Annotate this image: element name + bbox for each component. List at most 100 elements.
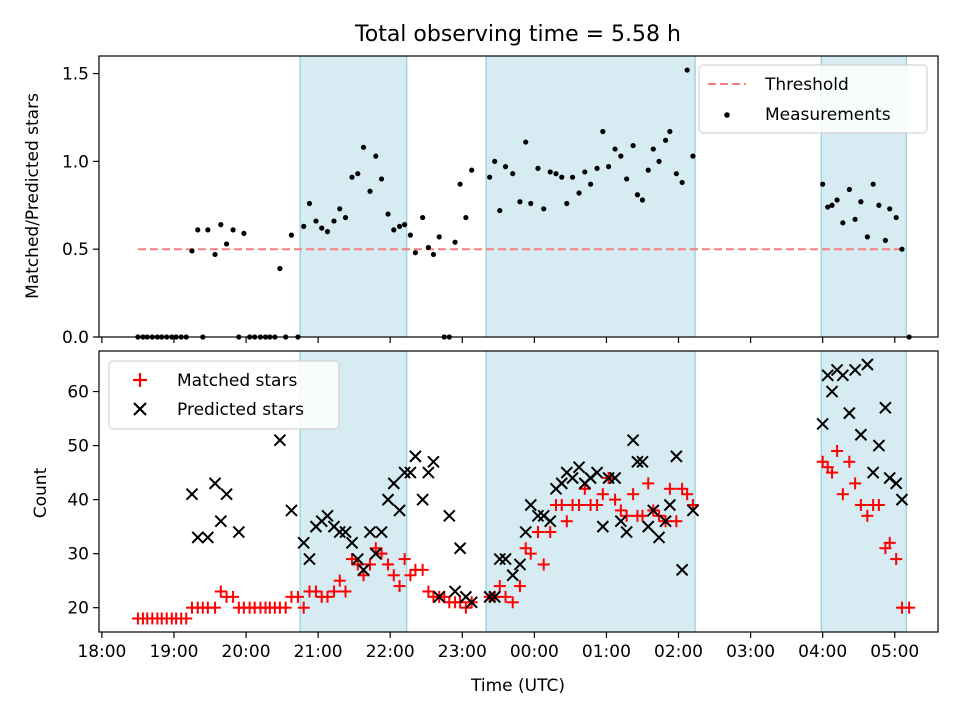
- legend-predicted-swatch: [133, 402, 147, 416]
- x-tick-label: 18:00: [77, 642, 126, 662]
- measurement-point: [407, 232, 413, 238]
- shaded-interval: [299, 55, 408, 338]
- predicted-star-point: [191, 531, 204, 544]
- measurement-point: [656, 158, 662, 164]
- measurement-point: [425, 244, 432, 251]
- measurement-point: [600, 128, 606, 135]
- measurement-point: [679, 179, 685, 186]
- measurement-point: [373, 153, 379, 159]
- predicted-star-point: [185, 487, 199, 501]
- y-tick-label: 0.5: [62, 240, 89, 260]
- measurement-point: [864, 234, 870, 240]
- matched-star-point: [861, 509, 874, 522]
- predicted-star-point: [214, 515, 228, 528]
- predicted-star-point: [398, 466, 411, 479]
- measurement-point: [349, 174, 355, 180]
- legend-measurements-label: Measurements: [765, 105, 891, 125]
- measurement-point: [313, 218, 319, 224]
- matched-star-point: [537, 558, 550, 571]
- matched-star-point: [291, 590, 304, 603]
- matched-star-point: [339, 585, 352, 598]
- measurement-point: [517, 199, 523, 205]
- measurement-point: [523, 139, 529, 145]
- predicted-star-point: [825, 385, 839, 398]
- predicted-star-point: [409, 450, 422, 463]
- legend-matched-swatch: [133, 373, 147, 387]
- matched-star-point: [180, 612, 193, 625]
- y-tick-label: 0.0: [62, 328, 89, 348]
- matched-star-point: [890, 553, 903, 566]
- predicted-star-point: [620, 525, 633, 539]
- measurement-point: [684, 67, 690, 73]
- measurement-point: [337, 206, 343, 212]
- measurement-point: [195, 227, 201, 233]
- matched-star-point: [375, 547, 388, 560]
- measurement-point: [288, 232, 295, 238]
- measurement-point: [662, 137, 669, 143]
- measurement-point: [502, 164, 509, 170]
- x-tick-label: 00:00: [510, 642, 559, 662]
- matched-star-point: [382, 558, 395, 571]
- matched-star-point: [227, 590, 240, 603]
- matched-star-point: [327, 585, 340, 598]
- measurement-point: [241, 230, 247, 236]
- measurement-point: [487, 174, 493, 180]
- matched-star-point: [573, 499, 586, 512]
- predicted-star-point: [483, 590, 496, 604]
- measurement-point: [528, 200, 534, 207]
- measurement-point: [605, 164, 612, 170]
- measurement-point: [492, 158, 498, 164]
- predicted-star-point: [663, 498, 677, 512]
- predicted-star-point: [303, 552, 316, 566]
- matched-star-point: [454, 596, 467, 609]
- measurement-point: [205, 227, 211, 233]
- measurement-point: [547, 169, 553, 175]
- measurement-point: [355, 171, 361, 177]
- predicted-star-point: [848, 363, 862, 377]
- measurement-point: [630, 142, 636, 149]
- bottom-legend: Matched stars Predicted stars: [108, 360, 340, 430]
- measurement-point: [324, 229, 331, 235]
- measurement-point: [306, 200, 313, 207]
- x-tick-label: 04:00: [798, 642, 847, 662]
- measurement-point: [319, 225, 325, 231]
- matched-star-point: [642, 477, 655, 490]
- matched-star-point: [279, 601, 292, 614]
- matched-star-point: [404, 569, 417, 582]
- measurement-point: [846, 186, 852, 193]
- x-tick-label: 22:00: [366, 642, 415, 662]
- top-legend: Threshold Measurements: [698, 64, 928, 134]
- measurement-point: [331, 218, 337, 224]
- predicted-star-point: [895, 493, 909, 506]
- measurement-point: [535, 165, 541, 171]
- bottom-x-ticks: 18:00 19:00 20:00 21:00 22:00 23:00 00:00 01:00…: [77, 632, 919, 662]
- top-x-ticks: [101, 337, 896, 343]
- predicted-star-point: [506, 569, 519, 582]
- legend-measurements-swatch: [724, 112, 730, 118]
- predicted-star-point: [488, 590, 501, 604]
- matched-star-point: [609, 493, 622, 506]
- shaded-interval: [820, 350, 907, 633]
- bottom-axes-frame: [98, 350, 939, 633]
- measurement-point: [690, 153, 696, 159]
- measurement-point: [634, 192, 641, 198]
- measurement-point: [645, 167, 651, 173]
- bottom-y-axis-label: Count: [31, 467, 51, 518]
- matched-star-point: [214, 585, 227, 598]
- x-tick-label: 05:00: [870, 642, 919, 662]
- predicted-star-point: [333, 525, 346, 539]
- legend-threshold-label: Threshold: [764, 75, 849, 95]
- predicted-star-point: [816, 417, 829, 431]
- x-tick-label: 03:00: [726, 642, 775, 662]
- measurement-point: [594, 165, 600, 171]
- predicted-star-point: [208, 477, 222, 490]
- predicted-star-point: [448, 585, 462, 598]
- matched-star-point: [555, 499, 568, 512]
- predicted-star-point: [879, 401, 892, 414]
- measurement-point: [396, 223, 403, 229]
- measurement-point: [218, 222, 224, 228]
- matched-star-point: [513, 580, 526, 593]
- predicted-star-point: [631, 455, 644, 468]
- matched-star-point: [345, 553, 358, 566]
